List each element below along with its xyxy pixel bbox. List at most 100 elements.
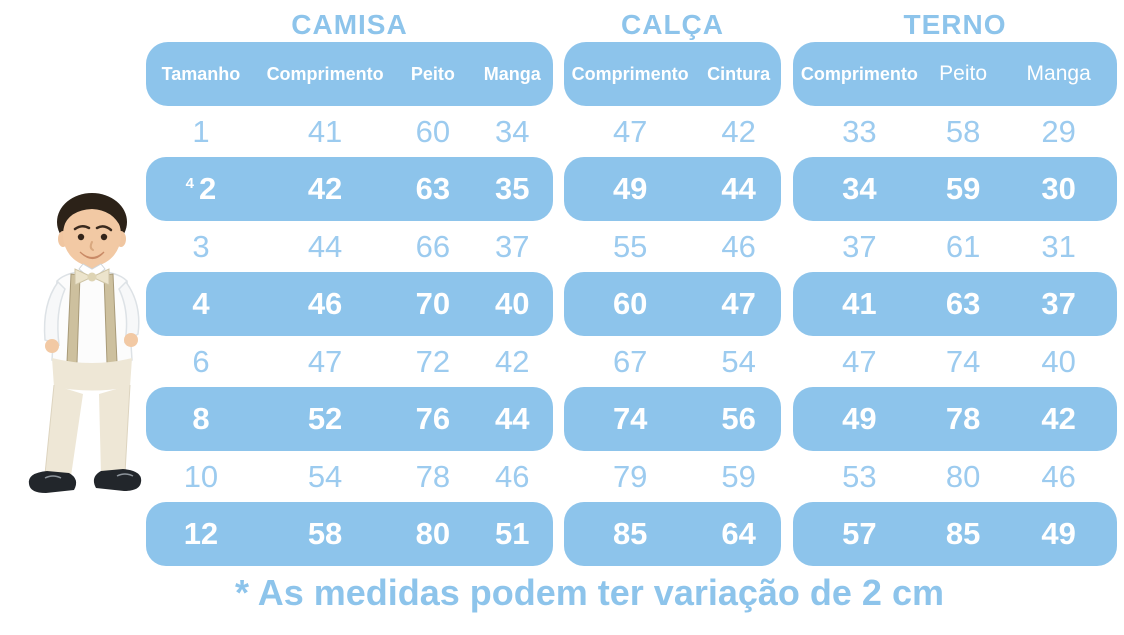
cell-value: 35 [495, 171, 530, 206]
cell-measure: 70 [394, 286, 471, 322]
table-row: 41 63 37 [793, 272, 1117, 336]
table-row: 55 46 [564, 221, 781, 272]
cell-measure: 54 [696, 344, 781, 380]
table-row: 1 41 60 34 [146, 106, 553, 157]
cell-measure: 79 [564, 459, 696, 495]
cell-value: 49 [612, 171, 648, 206]
cell-measure: 34 [472, 114, 553, 150]
table-row: 10 54 78 46 [146, 451, 553, 502]
table-row: 33 58 29 [793, 106, 1117, 157]
table-row: 6 47 72 42 [146, 336, 553, 387]
table-row: 53 80 46 [793, 451, 1117, 502]
table-row: 4 2 42 63 35 [146, 157, 553, 221]
cell-measure: 47 [793, 344, 926, 380]
column-header-comprimento: Comprimento [800, 63, 918, 84]
cell-value: 42 [307, 171, 343, 206]
cell-value: 3 [192, 228, 210, 264]
cell-size: 3 [146, 229, 256, 265]
section-title-terno: TERNO [903, 9, 1007, 40]
cell-value: 57 [842, 516, 877, 551]
cell-value: 8 [192, 401, 210, 436]
cell-measure: 47 [564, 114, 696, 150]
cell-measure: 31 [1000, 229, 1117, 265]
cell-value: 46 [1041, 458, 1076, 494]
camisa-header-row: Tamanho Comprimento Peito Manga [146, 42, 553, 106]
table-row: 12 58 80 51 [146, 502, 553, 566]
cell-size: 8 [146, 401, 256, 437]
cell-measure: 46 [472, 459, 553, 495]
cell-value: 34 [842, 171, 877, 206]
cell-value: 59 [721, 458, 756, 494]
cell-measure: 78 [926, 401, 1001, 437]
cell-measure: 35 [472, 171, 553, 207]
cell-measure: 67 [564, 344, 696, 380]
cell-value: 30 [1041, 171, 1076, 206]
cell-measure: 51 [472, 516, 553, 552]
cell-value: 55 [612, 228, 648, 264]
cell-value: 31 [1041, 228, 1076, 264]
column-header-peito: Peito [939, 62, 988, 85]
cell-value: 34 [495, 113, 530, 149]
cell-measure: 60 [394, 114, 471, 150]
cell-value: 51 [495, 516, 530, 551]
size-footnote-marker: 4 [185, 175, 194, 192]
boy-illustration [28, 193, 142, 493]
cell-value: 59 [945, 171, 981, 206]
cell-measure: 47 [696, 286, 781, 322]
cell-measure: 44 [696, 171, 781, 207]
cell-measure: 74 [564, 401, 696, 437]
cell-value: 41 [842, 286, 877, 321]
column-header-comprimento: Comprimento [266, 63, 384, 84]
column-header-tamanho: Tamanho [161, 63, 241, 84]
table-row: 49 44 [564, 157, 781, 221]
cell-measure: 63 [926, 286, 1001, 322]
table-row: 74 56 [564, 387, 781, 451]
cell-measure: 37 [1000, 286, 1117, 322]
cell-value: 79 [612, 458, 648, 494]
cell-value: 40 [1041, 343, 1076, 379]
cell-size: 1 [146, 114, 256, 150]
cell-measure: 40 [1000, 344, 1117, 380]
cell-value: 58 [945, 113, 981, 149]
cell-value: 2 [198, 171, 217, 206]
cell-measure: 41 [256, 114, 394, 150]
column-header-manga: Manga [483, 63, 541, 84]
cell-value: 58 [307, 516, 343, 551]
cell-value: 47 [307, 343, 343, 379]
cell-value: 74 [612, 401, 648, 436]
cell-value: 63 [415, 171, 451, 206]
cell-measure: 42 [696, 114, 781, 150]
cell-measure: 49 [793, 401, 926, 437]
cell-measure: 37 [472, 229, 553, 265]
cell-measure: 44 [472, 401, 553, 437]
cell-measure: 59 [926, 171, 1001, 207]
table-row: 67 54 [564, 336, 781, 387]
cell-measure: 66 [394, 229, 471, 265]
cell-value: 52 [307, 401, 343, 436]
cell-value: 56 [721, 401, 756, 436]
cell-value: 37 [842, 228, 877, 264]
cell-measure: 80 [926, 459, 1001, 495]
cell-value: 85 [945, 516, 981, 551]
cell-value: 42 [495, 343, 530, 379]
cell-measure: 60 [564, 286, 696, 322]
cell-measure: 57 [793, 516, 926, 552]
cell-measure: 42 [256, 171, 394, 207]
cell-size: 10 [146, 459, 256, 495]
cell-value: 76 [415, 401, 451, 436]
table-row: 49 78 42 [793, 387, 1117, 451]
column-header-cintura: Cintura [707, 63, 771, 84]
cell-value: 74 [945, 343, 981, 379]
cell-measure: 54 [256, 459, 394, 495]
cell-value: 78 [945, 401, 981, 436]
cell-value: 1 [192, 113, 210, 149]
cell-value: 80 [945, 458, 981, 494]
cell-value: 37 [1041, 286, 1076, 321]
cell-measure: 34 [793, 171, 926, 207]
cell-measure: 63 [394, 171, 471, 207]
cell-value: 42 [721, 113, 756, 149]
terno-header-row: Comprimento Peito Manga [793, 42, 1117, 106]
cell-measure: 58 [256, 516, 394, 552]
cell-measure: 46 [1000, 459, 1117, 495]
